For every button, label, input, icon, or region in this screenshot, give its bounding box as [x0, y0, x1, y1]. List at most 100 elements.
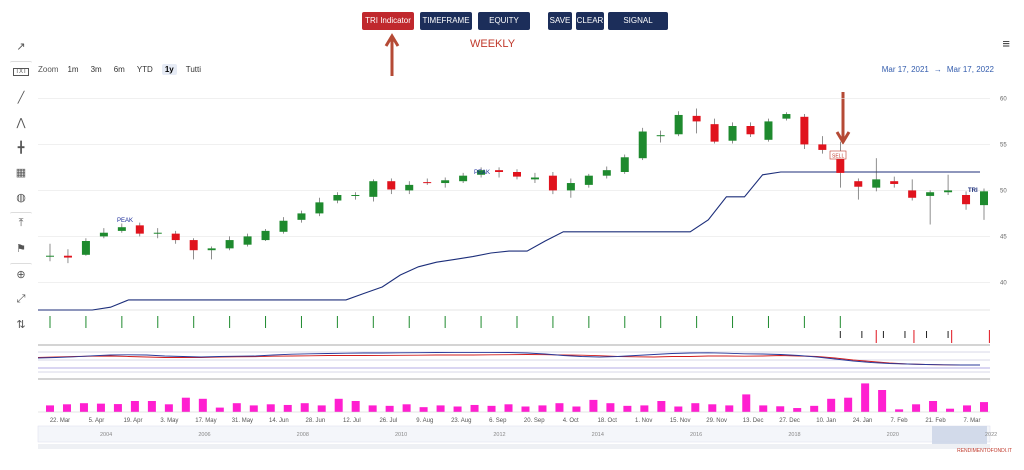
x-tick-label: 5. Apr [89, 418, 105, 424]
volume-bar [810, 405, 819, 412]
candle-down [387, 181, 396, 190]
zoom-3m-button[interactable]: 3m [90, 65, 102, 74]
candle-up [225, 240, 234, 249]
fullscreen-icon[interactable]: ⤢ [16, 292, 26, 305]
volume-bar [657, 401, 666, 412]
menu-icon[interactable]: ≡ [1002, 36, 1010, 51]
brand-watermark: RENDIMENTOFONDI.IT [957, 448, 1012, 454]
annotation-arrow-down [835, 92, 851, 145]
signal-toggle-button[interactable]: SIGNAL ON/OFF [608, 12, 668, 43]
zoom-1m-button[interactable]: 1m [67, 65, 79, 74]
candle-up [477, 170, 486, 175]
x-tick-label: 1. Nov [635, 418, 652, 424]
volume-bar [147, 401, 156, 412]
volume-bar [606, 403, 615, 412]
volume-bar [742, 394, 751, 412]
zoom-ytd-button[interactable]: YTD [136, 65, 153, 74]
tri-indicator-button[interactable]: TRI Indicator [362, 12, 414, 30]
volume-bar [708, 404, 717, 412]
range-from[interactable]: Mar 17, 2021 [881, 65, 929, 74]
candle-up [872, 179, 881, 188]
candle-down [854, 181, 863, 187]
candle-down [423, 182, 432, 184]
x-tick-label: 14. Jun [269, 418, 289, 424]
indicator-icon[interactable]: ⇅ [16, 318, 26, 331]
volume-bar [759, 405, 768, 412]
candle-up [602, 170, 611, 176]
volume-bar [895, 409, 904, 412]
save-button[interactable]: SAVE [548, 12, 572, 30]
candle-down [710, 124, 719, 142]
x-tick-label: 12. Jul [343, 418, 361, 424]
path-icon[interactable]: ⋀ [16, 116, 26, 129]
oscillator-red-line [37, 354, 980, 366]
crosshair-icon[interactable]: ╋ [17, 141, 25, 154]
volume-bar [946, 408, 955, 412]
zoom-all-button[interactable]: Tutti [185, 65, 201, 74]
clear-button[interactable]: CLEAR [576, 12, 604, 30]
x-tick-label: 15. Nov [670, 418, 691, 424]
candle-up [207, 248, 216, 251]
candle-down [800, 116, 809, 145]
volume-bar [300, 403, 309, 412]
line-icon[interactable]: ╱ [17, 91, 25, 104]
volume-bar [130, 401, 139, 412]
eye-icon[interactable]: ◍ [16, 191, 26, 204]
candle-up [674, 114, 683, 135]
candle-up [405, 184, 414, 191]
navigator-label: 2004 [100, 432, 112, 438]
volume-bar [232, 403, 241, 412]
x-tick-label: 24. Jan [853, 418, 873, 424]
candle-up [46, 255, 54, 257]
candle-down [890, 181, 899, 184]
measure-icon[interactable]: ⊕ [10, 263, 32, 284]
volume-bar [46, 405, 54, 412]
x-tick-label: 31. May [232, 418, 253, 424]
text-icon[interactable]: TXT [10, 61, 32, 82]
candle-down [135, 225, 144, 234]
volume-bar [402, 404, 411, 412]
navigator-label: 2020 [887, 432, 899, 438]
timeframe-label: WEEKLY [470, 38, 516, 50]
timeframe-button[interactable]: TIMEFRAME [420, 12, 472, 30]
trendline-icon[interactable]: ↗ [16, 40, 26, 53]
x-tick-label: 18. Oct [598, 418, 618, 424]
volume-bar [929, 401, 938, 412]
volume-bar [555, 403, 564, 412]
navigator-label: 2012 [493, 432, 505, 438]
volume-bar [572, 406, 581, 412]
candle-down [495, 170, 504, 172]
equity-button[interactable]: EQUITY [478, 12, 530, 30]
x-tick-label: 28. Jun [306, 418, 326, 424]
candle-up [782, 114, 791, 119]
navigator-scrollbar [38, 444, 990, 449]
zoom-1y-button[interactable]: 1y [161, 64, 177, 75]
y-tick-label: 55 [1000, 142, 1007, 148]
x-tick-label: 6. Sep [489, 418, 507, 424]
y-tick-label: 40 [1000, 280, 1007, 286]
range-to[interactable]: Mar 17, 2022 [946, 65, 994, 74]
volume-bar [96, 403, 105, 412]
volume-bar [266, 404, 275, 412]
flag-icon[interactable]: ⚑ [16, 242, 26, 255]
x-tick-label: 13. Dec [743, 418, 764, 424]
x-tick-label: 9. Aug [416, 418, 433, 424]
volume-bar [980, 402, 988, 412]
volume-bar [844, 397, 853, 412]
volume-bar [215, 407, 224, 412]
volume-bar [861, 383, 870, 412]
volume-bar [640, 405, 649, 412]
volume-bar [164, 404, 173, 412]
candle-up [261, 230, 270, 241]
navigator-label: 2006 [198, 432, 210, 438]
volume-bar [249, 405, 258, 412]
candle-up [351, 195, 360, 196]
zoom-6m-button[interactable]: 6m [113, 65, 125, 74]
vertical-line-icon[interactable]: ⤒ [10, 212, 32, 233]
grid-icon[interactable]: ▦ [15, 166, 27, 179]
candle-up [530, 177, 539, 180]
volume-bar [181, 397, 190, 412]
navigator-label: 2014 [592, 432, 604, 438]
navigator-label: 2022 [985, 432, 997, 438]
